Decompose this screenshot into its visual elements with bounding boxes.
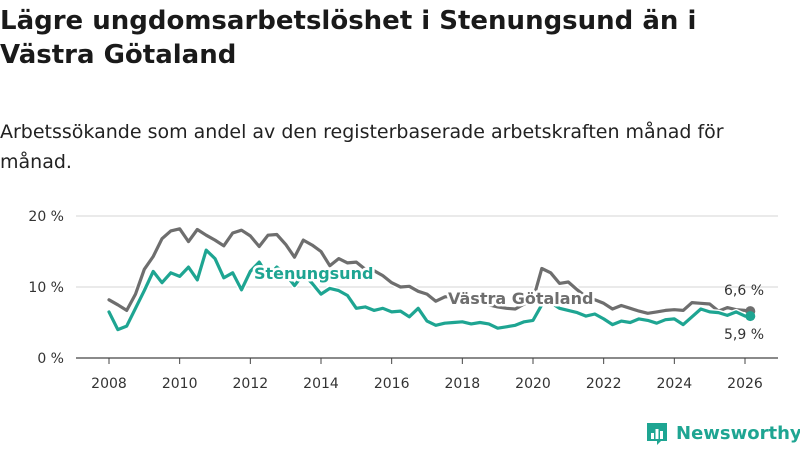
series-halo-v-stra-g-taland: [106, 225, 754, 317]
newsworthy-logo-icon: [647, 423, 667, 445]
y-tick-label: 0 %: [37, 351, 64, 367]
x-tick-label: 2016: [374, 376, 410, 392]
x-tick-label: 2018: [445, 376, 481, 392]
x-tick-label: 2024: [657, 376, 693, 392]
x-tick-label: 2026: [727, 376, 763, 392]
brand-name: Newsworthy: [676, 422, 800, 444]
end-value-label-stenungsund: 5,9 %: [724, 327, 764, 343]
grid-layer: 0 % 10 % 20 %: [28, 209, 778, 367]
x-tick-label: 2020: [515, 376, 551, 392]
series-halo-stenungsund: [106, 247, 754, 333]
x-tick-label: 2010: [162, 376, 198, 392]
x-tick-label: 2022: [586, 376, 622, 392]
chart-subtitle: Arbetssökande som andel av den registerb…: [0, 121, 724, 173]
end-value-label-vastra-gotaland: 6,6 %: [724, 283, 764, 299]
x-tick-label: 2008: [91, 376, 127, 392]
series-endpoint-stenungsund: [745, 311, 756, 322]
series-line-stenungsund: [107, 248, 752, 332]
y-tick-label: 10 %: [28, 280, 64, 296]
x-tick-label: 2014: [303, 376, 339, 392]
y-tick-label: 20 %: [28, 209, 64, 225]
x-tick-label: 2012: [233, 376, 269, 392]
x-axis: 2008 2010 2012 2014 2016 2018 2020 2022 2024 2026: [91, 358, 763, 392]
series-line-v-stra-g-taland: [107, 227, 752, 315]
series-label-stenungsund: Stenungsund: [254, 264, 373, 283]
chart-title: Lägre ungdomsarbetslöshet i Stenungsund …: [0, 6, 697, 70]
series-label-vastra-gotaland-halo: Västra Götaland: [448, 289, 593, 308]
series-layer: [106, 225, 756, 333]
series-label-vastra-gotaland: Västra Götaland: [448, 289, 593, 308]
series-label-stenungsund-halo: Stenungsund: [254, 264, 373, 283]
brand-logo: Newsworthy: [644, 418, 800, 448]
